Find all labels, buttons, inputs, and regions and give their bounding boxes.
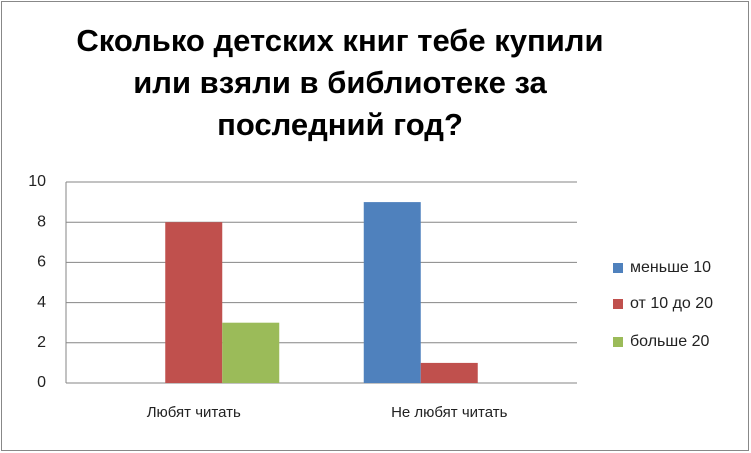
x-tick-label: Не любят читать: [391, 404, 508, 421]
legend-swatch: [613, 299, 623, 309]
chart-title: Сколько детских книг тебе купили или взя…: [76, 23, 604, 142]
y-tick-label: 2: [37, 334, 46, 351]
legend-swatch: [613, 263, 623, 273]
legend-label: меньше 10: [630, 259, 711, 276]
y-tick-label: 8: [37, 213, 46, 230]
y-tick-label: 10: [28, 173, 46, 190]
bar: [420, 362, 478, 383]
y-tick-label: 4: [37, 294, 46, 311]
legend-label: больше 20: [630, 333, 709, 350]
bar: [363, 202, 421, 383]
legend-swatch: [613, 337, 623, 347]
y-tick-label: 0: [37, 374, 46, 391]
x-tick-label: Любят читать: [147, 404, 241, 421]
legend-label: от 10 до 20: [630, 295, 713, 312]
y-tick-label: 6: [37, 254, 46, 271]
bar: [222, 322, 280, 383]
bar: [165, 222, 223, 383]
